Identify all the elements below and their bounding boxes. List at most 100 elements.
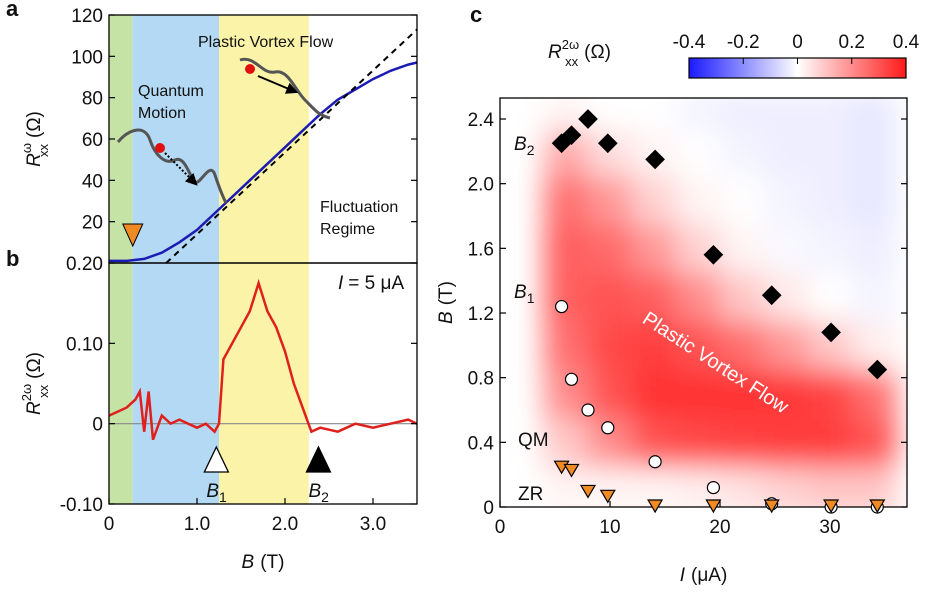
heat-cell [676,131,721,177]
heat-cell [808,175,853,225]
y-axis-label-part: R [24,153,45,167]
heat-cell [720,224,765,274]
x-tick-label: 1.0 [184,514,210,535]
field-marker [305,445,332,473]
annotation: Plastic Vortex Flow [198,34,334,51]
data-line [109,61,418,263]
heat-cell [544,175,589,225]
heat-cell [720,131,765,177]
annotation: Fluctuation [320,199,398,216]
y-tick-label: 0.4 [468,433,495,454]
heat-cell [764,131,809,177]
field-marker-label-part: B [308,481,321,502]
field-marker-label: B2 [308,481,329,505]
x-axis-label: I (μA) [680,565,728,586]
y-tick-label: 1.6 [468,239,494,260]
series-label: QM [518,430,549,451]
heat-cell [632,321,677,371]
heat-cell [544,418,589,468]
series-label-part: QM [518,430,549,451]
colorbar-label-part: (Ω) [584,42,611,63]
heat-cell [764,369,809,419]
heat-cell [632,175,677,225]
heat-cell [588,321,633,371]
heat-cell [720,369,765,419]
y-tick-label: 0.8 [468,369,494,390]
colorbar-tick-label: 0.2 [839,32,865,53]
y-tick-label: 2.0 [468,175,494,196]
heat-cell [632,369,677,419]
heat-cell [544,98,589,132]
field-marker-label: B1 [206,481,227,505]
colorbar-tick-label: 0 [792,32,803,53]
heat-cell [720,175,765,225]
heat-cell [852,131,897,177]
inset-particle [245,64,255,74]
annotation-part: = 5 μA [348,273,404,294]
y-axis-label-part: B [436,311,457,324]
insets [116,57,331,204]
y-axis-label-part: xx [36,384,51,398]
heat-cell [808,224,853,274]
panel-letter: b [6,246,19,271]
y-axis-label-part: R [24,401,45,415]
y-axis-label-part: xx [36,143,51,157]
circle-point [564,372,579,386]
heat-cell [852,98,897,132]
x-axis-label-part: B [242,552,255,573]
panel-letter: c [470,2,482,27]
y-tick-label: 80 [82,89,103,110]
y-axis-label-part: (Ω) [24,111,45,138]
y-axis-label-part: (Ω) [24,352,45,379]
y-tick-label: 1.2 [468,304,494,325]
heat-cell [588,466,633,507]
heat-cell [852,418,897,468]
colorbar-label-part: xx [565,54,579,69]
y-tick-label: 120 [71,6,103,27]
inset-arrow [257,75,299,94]
annotation-part: I [338,273,344,294]
series-label-part: 1 [527,290,535,306]
x-axis-label: B (T) [242,552,285,573]
series-label-part: 2 [527,142,535,158]
circle-point [706,481,721,495]
x-tick-label: 10 [599,517,620,538]
y-tick-label: 2.4 [468,110,495,131]
heatmap [544,98,897,507]
field-marker-label-part: 2 [321,489,329,505]
field-marker [203,445,230,473]
heat-cell [808,418,853,468]
heat-cell [588,224,633,274]
heat-cell [764,224,809,274]
heat-cell [764,175,809,225]
heat-cell [544,272,589,322]
annotation: Quantum [138,83,204,100]
data-line [108,278,418,441]
y-axis-label-part: (T) [436,281,457,305]
diamond-point [597,133,618,154]
circle-point [581,403,595,417]
circle-point [648,455,662,469]
triangle-point [705,499,722,514]
y-tick-label: 0 [92,415,103,436]
triangle-point [563,463,580,478]
heat-cell [544,224,589,274]
heat-cell [764,321,809,371]
y-axis-label: Rω xx (Ω) [19,111,51,167]
regime-band [132,15,219,263]
x-tick-label: 3.0 [360,514,386,535]
series-label-part: B [514,134,527,155]
heat-cell [852,321,897,371]
circle-point [601,421,615,435]
heat-cell [676,418,721,468]
y-axis-label-part: 2ω [19,384,34,401]
triangle-point [579,484,597,499]
series-label: ZR [518,484,543,505]
x-tick-label: 30 [819,517,840,538]
panel-letter: a [6,0,19,21]
regime-band [132,263,219,504]
heat-cell [764,98,809,132]
y-tick-label: 40 [82,171,103,192]
field-marker-label-part: 1 [219,489,227,505]
data-line [165,28,418,264]
